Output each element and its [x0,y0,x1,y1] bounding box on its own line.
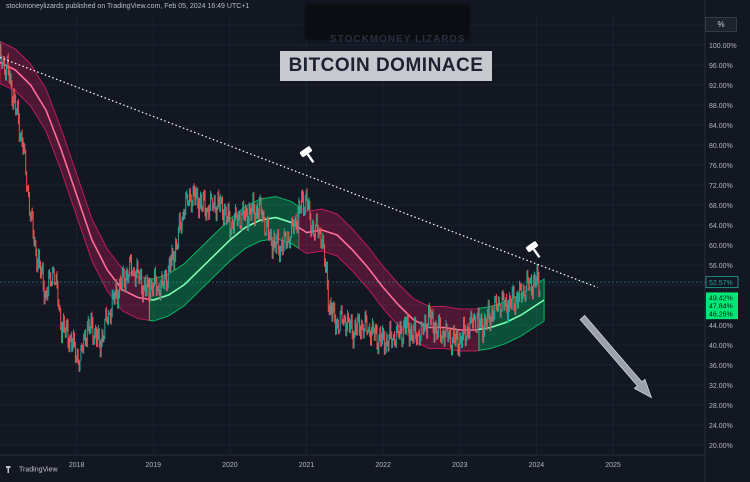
y-tick-label: 84.00% [709,123,733,130]
y-tick-label: 80.00% [709,143,733,150]
gavel-icon [299,146,315,164]
resistance-trendline [0,56,598,289]
x-tick-label: 2023 [452,462,468,469]
y-tick-label: 76.00% [709,163,733,170]
y-tick-label: 60.00% [709,243,733,250]
tradingview-icon [6,466,11,473]
price-label-text: 46.26% [709,312,733,319]
projection-arrow-icon [579,314,653,399]
price-label-text: 52.57% [709,280,733,287]
price-label-box [705,276,739,289]
x-tick-label: 2018 [69,462,85,469]
y-tick-label: 88.00% [709,103,733,110]
gavel-icon [525,241,541,259]
y-tick-label: 64.00% [709,223,733,230]
y-tick-label: 32.00% [709,383,733,390]
y-tick-label: 68.00% [709,203,733,210]
redaction-block [305,4,470,40]
x-tick-label: 2021 [299,462,315,469]
y-tick-label: 56.00% [709,263,733,270]
tradingview-logo[interactable]: TradingView [6,466,58,473]
percent-scale-button[interactable]: % [705,17,737,32]
price-label-box [706,300,738,312]
price-label-box [706,308,738,320]
band-green-fill [478,278,545,352]
price-label-text: 49.42% [709,296,733,303]
y-tick-label: 24.00% [709,423,733,430]
x-tick-label: 2025 [605,462,621,469]
band-green-midline [149,216,300,301]
y-tick-label: 92.00% [709,83,733,90]
publisher-header: stockmoneylizards published on TradingVi… [6,3,250,10]
tradingview-logo-text: TradingView [19,466,58,474]
y-tick-label: 100.00% [709,43,737,50]
chart-title: BITCOIN DOMINACE [280,51,492,81]
price-label-box [706,292,738,304]
y-tick-label: 72.00% [709,183,733,190]
y-tick-label: 44.00% [709,323,733,330]
y-tick-label: 40.00% [709,343,733,350]
y-tick-label: 28.00% [709,403,733,410]
y-tick-label: 20.00% [709,443,733,450]
x-tick-label: 2024 [529,462,545,469]
x-tick-label: 2020 [222,462,238,469]
x-tick-label: 2019 [145,462,161,469]
price-label-text: 47.84% [709,304,733,311]
x-tick-label: 2022 [375,462,391,469]
y-tick-label: 96.00% [709,63,733,70]
watermark: STOCKMONEY LIZARDS [330,34,466,45]
y-tick-label: 36.00% [709,363,733,370]
